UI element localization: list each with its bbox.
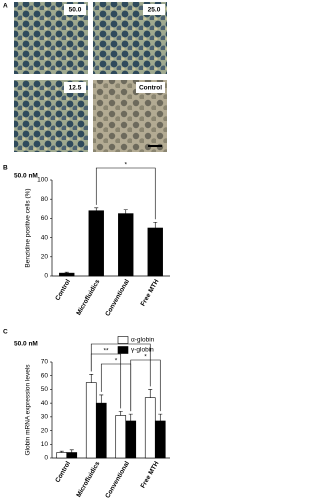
error-bar bbox=[153, 221, 158, 228]
x-tick-label: Free MTH bbox=[140, 278, 161, 307]
y-tick-label: 20 bbox=[41, 427, 49, 434]
label-box bbox=[136, 82, 165, 93]
significance-bracket bbox=[130, 359, 161, 412]
bar bbox=[118, 213, 134, 277]
y-tick-label: 50 bbox=[41, 386, 49, 393]
bar bbox=[59, 272, 75, 277]
y-tick-label: 60 bbox=[41, 215, 49, 222]
bar bbox=[144, 397, 156, 459]
bar bbox=[147, 227, 163, 277]
legend-label: α-globin bbox=[131, 337, 155, 344]
y-tick-label: 100 bbox=[37, 177, 48, 184]
significance-label: * bbox=[115, 358, 118, 365]
bar bbox=[154, 420, 166, 459]
error-bar bbox=[59, 450, 64, 453]
panel-label: C bbox=[3, 329, 8, 336]
y-axis-label: Globin mRNA expression levels bbox=[25, 364, 32, 456]
x-tick-label: Conventional bbox=[104, 278, 131, 317]
x-tick-label: Control bbox=[54, 460, 72, 484]
y-tick-label: 10 bbox=[41, 441, 49, 448]
significance-label: * bbox=[124, 162, 127, 169]
bar bbox=[115, 415, 127, 459]
image-label: 50.0 bbox=[69, 7, 82, 14]
page: {"panel_labels": ["A", "B", "C"], "image… bbox=[3, 2, 170, 500]
error-bar bbox=[148, 389, 153, 398]
error-bar bbox=[158, 413, 163, 421]
label-box bbox=[143, 4, 165, 15]
y-tick-label: 20 bbox=[41, 254, 49, 261]
x-tick-label: Microfluidics bbox=[75, 278, 101, 317]
significance-label: ** bbox=[103, 348, 109, 355]
y-tick-label: 70 bbox=[41, 359, 49, 366]
bar bbox=[85, 382, 97, 459]
chart-title: 50.0 nM bbox=[14, 173, 38, 180]
y-tick-label: 80 bbox=[41, 196, 49, 203]
error-bar bbox=[99, 394, 104, 404]
legend-label: γ-globin bbox=[131, 347, 154, 354]
chart-title: 50.0 nM bbox=[14, 341, 38, 348]
label-box bbox=[64, 4, 86, 15]
image-label: 12.5 bbox=[69, 85, 82, 92]
y-tick-label: 40 bbox=[41, 234, 49, 241]
x-tick-label: Control bbox=[54, 278, 72, 302]
image-label: Control bbox=[139, 85, 162, 92]
error-bar bbox=[128, 413, 133, 421]
y-tick-label: 60 bbox=[41, 372, 49, 379]
x-tick-label: Free MTH bbox=[140, 460, 161, 489]
error-bar bbox=[69, 449, 74, 453]
error-bar bbox=[94, 207, 99, 211]
x-tick-label: Conventional bbox=[104, 460, 131, 499]
error-bar bbox=[64, 271, 69, 274]
y-tick-label: 0 bbox=[44, 273, 48, 280]
bar bbox=[125, 420, 137, 459]
bar bbox=[66, 452, 78, 459]
significance-label: * bbox=[144, 354, 147, 361]
y-tick-label: 40 bbox=[41, 400, 49, 407]
label-box bbox=[64, 82, 86, 93]
figure: A 50.0 25.0 12.5 Control B C 50.0 nM Benz… bbox=[3, 2, 170, 500]
image-label: 25.0 bbox=[148, 7, 161, 14]
error-bar bbox=[118, 411, 123, 416]
error-bar bbox=[89, 374, 94, 383]
significance-bracket bbox=[95, 167, 156, 220]
panel-label: A bbox=[3, 3, 8, 10]
y-axis-label: Benzidine positive cells (%) bbox=[25, 188, 32, 267]
bar bbox=[56, 452, 68, 459]
x-tick-label: Microfluidics bbox=[75, 460, 101, 499]
legend-swatch bbox=[117, 346, 129, 354]
bar bbox=[88, 210, 104, 277]
bar bbox=[95, 402, 107, 459]
y-tick-label: 0 bbox=[44, 455, 48, 462]
significance-bracket bbox=[90, 353, 122, 409]
error-bar bbox=[123, 209, 128, 214]
y-tick-label: 30 bbox=[41, 414, 49, 421]
legend-swatch bbox=[117, 336, 129, 344]
panel-label: B bbox=[3, 165, 8, 172]
